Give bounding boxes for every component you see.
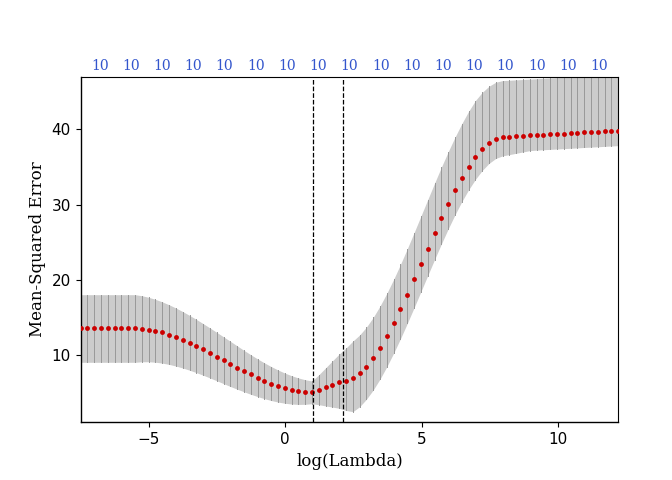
Y-axis label: Mean-Squared Error: Mean-Squared Error — [29, 162, 46, 337]
X-axis label: log(Lambda): log(Lambda) — [296, 453, 403, 469]
